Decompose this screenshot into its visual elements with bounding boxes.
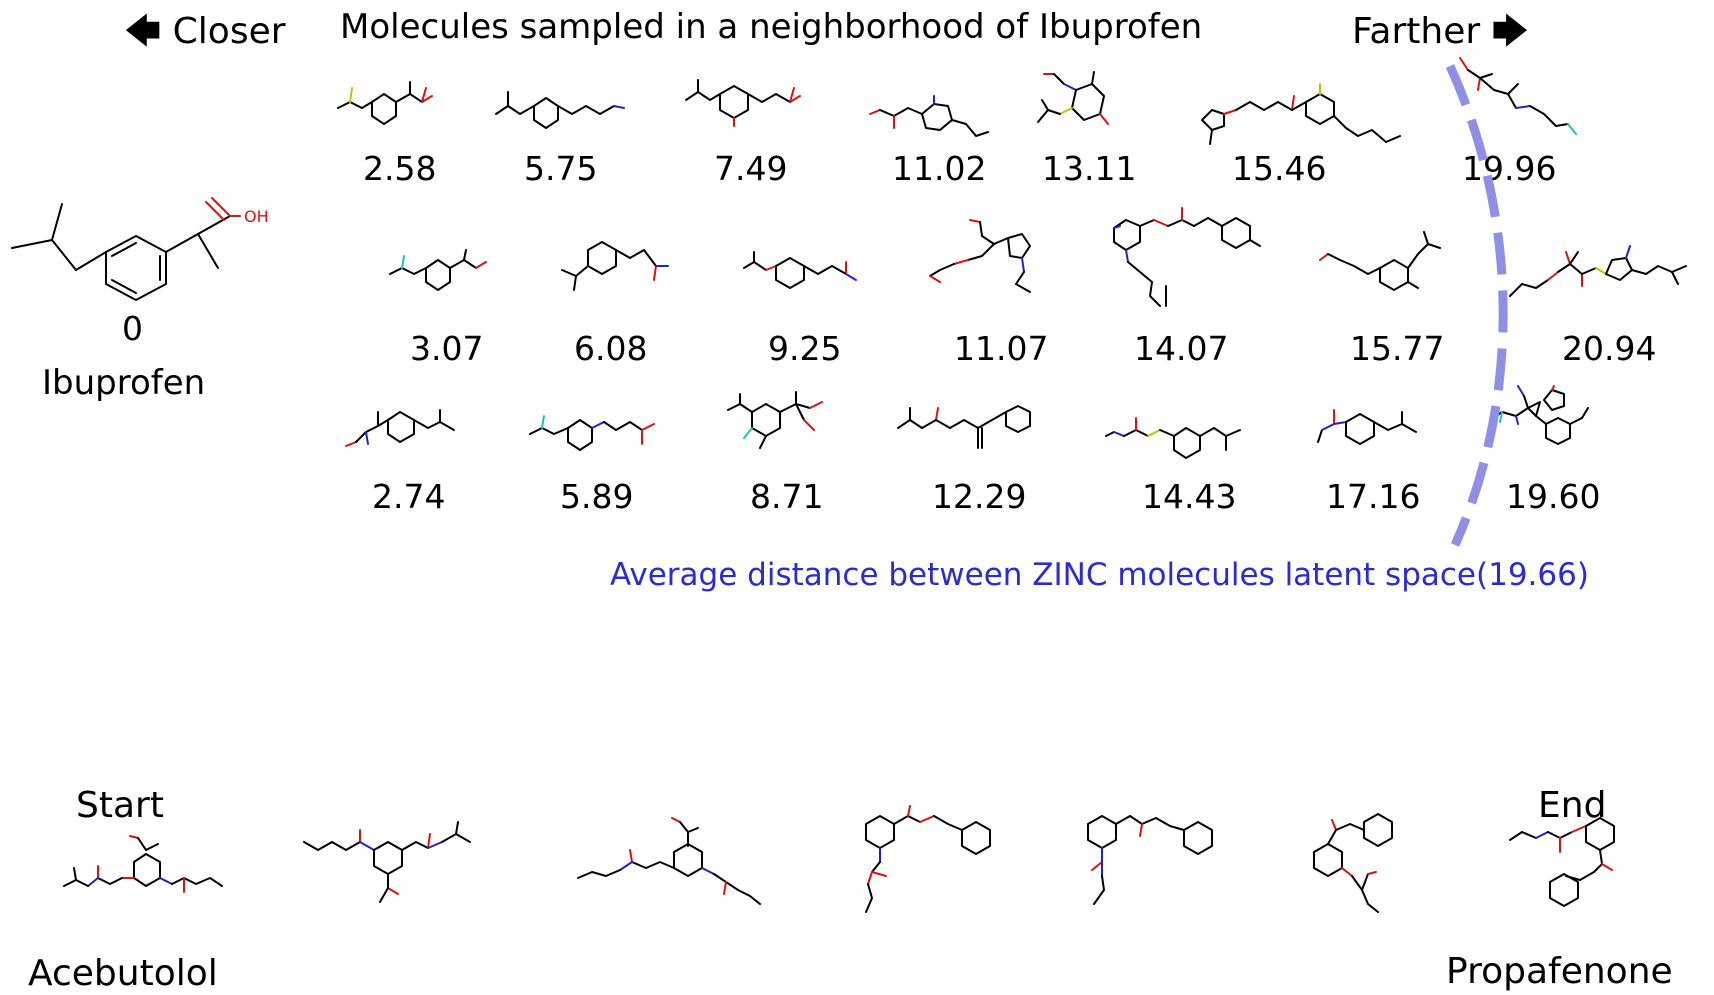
propafenone-structure [1509, 817, 1615, 907]
molecule-r2-1 [389, 249, 487, 291]
molecule-r2-3 [743, 251, 857, 289]
farther-label: Farther 🡆 [1352, 11, 1529, 52]
distance-r3-1: 2.74 [372, 477, 446, 516]
distance-r2-6: 15.77 [1350, 329, 1445, 368]
molecule-r2-4 [929, 219, 1031, 293]
molecule-r2-6 [1319, 231, 1441, 291]
arrow-right-icon: 🡆 [1491, 11, 1529, 52]
interpolation-step-1 [303, 821, 471, 903]
interpolation-step-3 [865, 805, 991, 913]
distance-r2-2: 6.08 [574, 329, 648, 368]
closer-label: 🡄 Closer [124, 11, 286, 52]
ibuprofen-distance: 0 [122, 309, 143, 348]
molecule-r1-7 [1459, 57, 1577, 135]
interpolation-step-2 [577, 817, 761, 905]
average-distance-label: Average distance between ZINC molecules … [610, 557, 1589, 593]
distance-r2-3: 9.25 [768, 329, 842, 368]
molecule-r1-5 [1037, 71, 1109, 125]
distance-r1-1: 2.58 [363, 149, 437, 188]
distance-r3-2: 5.89 [560, 477, 634, 516]
figure-title: Molecules sampled in a neighborhood of I… [340, 7, 1203, 47]
molecule-r3-1 [345, 409, 455, 447]
distance-r1-3: 7.49 [714, 149, 788, 188]
distance-r3-5: 14.43 [1142, 477, 1237, 516]
distance-r1-7: 19.96 [1462, 149, 1557, 188]
interpolation-step-4 [1087, 815, 1213, 905]
start-label: Start [76, 785, 164, 826]
molecule-r3-3 [727, 391, 823, 449]
end-label: End [1538, 785, 1607, 826]
end-molecule-name: Propafenone [1446, 951, 1673, 992]
distance-r1-4: 11.02 [892, 149, 987, 188]
molecule-r2-7 [1509, 245, 1687, 297]
ibuprofen-name: Ibuprofen [42, 363, 206, 403]
molecule-r1-2 [495, 91, 625, 129]
distance-r1-2: 5.75 [524, 149, 598, 188]
molecule-r3-4 [897, 405, 1031, 449]
molecule-r1-1 [337, 81, 433, 125]
molecule-r3-5 [1105, 417, 1241, 459]
molecule-r1-3 [685, 79, 801, 127]
distance-r2-5: 14.07 [1134, 329, 1229, 368]
distance-r3-7: 19.60 [1506, 477, 1601, 516]
molecule-r2-5 [1113, 207, 1261, 307]
distance-r3-3: 8.71 [750, 477, 824, 516]
distance-r3-6: 17.16 [1326, 477, 1421, 516]
distance-r1-5: 13.11 [1042, 149, 1137, 188]
arrow-left-icon: 🡄 [124, 11, 162, 52]
molecule-r1-6 [1201, 83, 1401, 145]
molecule-r2-2 [561, 241, 669, 291]
acid-oh-label: OH [244, 207, 269, 226]
distance-r2-7: 20.94 [1562, 329, 1657, 368]
interpolation-step-5 [1313, 813, 1393, 913]
distance-r1-6: 15.46 [1232, 149, 1327, 188]
distance-r2-4: 11.07 [954, 329, 1049, 368]
acebutolol-structure [63, 835, 223, 893]
molecule-r1-4 [869, 95, 989, 137]
start-molecule-name: Acebutolol [28, 953, 218, 994]
distance-r3-4: 12.29 [932, 477, 1027, 516]
ibuprofen-structure: OH [11, 197, 269, 301]
molecule-r3-2 [529, 415, 655, 451]
distance-r2-1: 3.07 [410, 329, 484, 368]
molecule-r3-6 [1317, 409, 1417, 445]
